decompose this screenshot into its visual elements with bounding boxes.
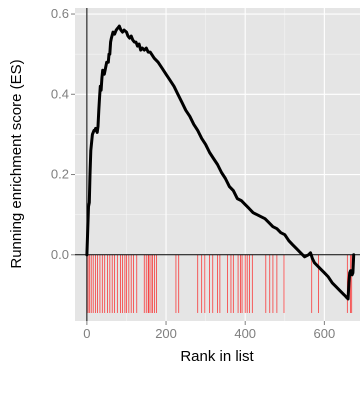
x-tick-label: 600: [314, 326, 336, 341]
y-axis-title: Running enrichment score (ES): [8, 59, 25, 268]
x-axis-title: Rank in list: [180, 348, 254, 365]
x-tick-label: 400: [234, 326, 256, 341]
grid-minor: [75, 8, 360, 321]
y-tick-label: 0.6: [51, 6, 69, 21]
x-tick-label: 200: [155, 326, 177, 341]
hit-ticks: [87, 254, 353, 313]
y-tick-label: 0.0: [51, 247, 69, 262]
es-line: [85, 24, 356, 301]
y-tick-label: 0.4: [51, 86, 69, 101]
y-axis-ticks: 0.0 0.2 0.4 0.6: [51, 6, 75, 262]
x-tick-label: 0: [83, 326, 90, 341]
x-axis-ticks: 0 200 400 600: [83, 321, 335, 341]
y-tick-label: 0.2: [51, 167, 69, 182]
